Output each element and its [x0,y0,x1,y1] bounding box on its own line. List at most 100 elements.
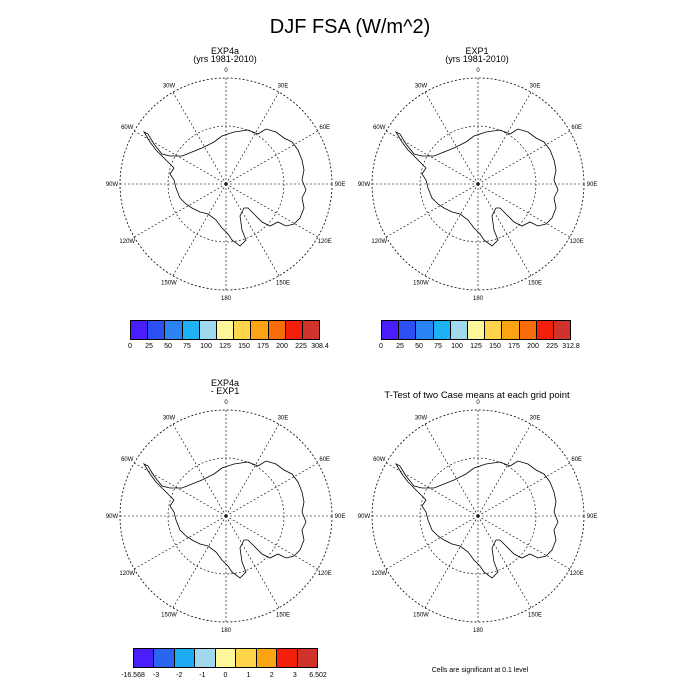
longitude-label: 60W [121,457,134,463]
longitude-label: 90W [106,182,119,188]
colorbar-swatch [174,649,196,667]
colorbar-tick-label: 100 [200,343,212,350]
colorbar-tick-label: 75 [434,343,442,350]
colorbar-swatch [277,649,298,667]
colorbar-exp1 [381,320,571,340]
meridian-line [477,130,570,185]
colorbar-tick-label: 25 [396,343,404,350]
panel-3-title-line-2: - EXP1 [210,386,240,396]
colorbar-tick-label: 50 [415,343,423,350]
longitude-label: 150E [528,281,542,287]
colorbar-swatch [251,321,269,339]
panel-2-title-line-1: EXP1 [465,46,489,56]
longitude-label: 60E [571,457,582,463]
meridian-line [386,515,479,570]
colorbar-swatch [234,321,252,339]
colorbar-swatch [502,321,520,339]
longitude-label: 60E [319,125,330,131]
colorbar-swatch [182,321,200,339]
colorbar-tick-label: 200 [527,343,539,350]
colorbar-swatch [215,649,237,667]
longitude-label: 120E [570,571,584,577]
longitude-label: 120W [371,571,387,577]
panel-3-title: EXP4a - EXP1 [175,378,275,396]
significance-note: Cells are significant at 0.1 level [431,667,529,674]
longitude-label: 120W [119,239,135,245]
longitude-label: 90E [335,182,346,188]
meridian-line [477,515,532,608]
meridian-line [172,92,227,185]
longitude-label: 30E [278,415,289,421]
meridian-line [225,183,318,238]
colorbar-tick-label: 25 [145,343,153,350]
colorbar-swatch [256,649,278,667]
polar-map-difference: 0 30E 60E 90E 120E 150E 180 150W 120W 90W 60W 30W [106,400,346,634]
longitude-label: 90W [358,514,371,520]
colorbar-tick-label: 0 [128,343,132,350]
antarctica-coastline [394,128,559,247]
colorbar-swatch [131,321,149,339]
meridian-line [424,424,479,517]
colorbar-tick-label: -2 [176,672,183,679]
longitude-label: 0 [224,400,228,406]
colorbar-tick-label: 0 [379,343,383,350]
meridian-line [477,515,570,570]
colorbar-swatch [268,321,286,339]
colorbar-tick-label: 50 [164,343,172,350]
longitude-label: 90E [335,514,346,520]
panel-2-title: EXP1 (yrs 1981-2010) [427,46,527,64]
longitude-label: 120E [318,239,332,245]
colorbar-tick-label: 6.502 [309,672,327,679]
meridian-line [424,92,479,185]
antarctica-coastline [394,460,559,579]
panel-3-title-line-1: EXP4a [210,378,240,388]
longitude-label: 0 [224,68,228,74]
colorbar-swatch [467,321,486,339]
longitude-label: 150W [413,613,429,619]
longitude-label: 120W [119,571,135,577]
colorbar-swatch [450,321,468,339]
panel-4-title: T-Test of two Case means at each grid po… [384,390,570,401]
colorbar-tick-label: 150 [238,343,250,350]
colorbar-tick-label: 3 [292,672,297,679]
colorbar-swatch [416,321,434,339]
colorbar-swatch [195,649,216,667]
longitude-label: 180 [473,628,484,634]
meridian-line [477,183,570,238]
longitude-label: 60W [121,125,134,131]
colorbar-swatch [399,321,417,339]
colorbar-tick-label: -16.568 [121,672,145,679]
panel-1-title-line-2: (yrs 1981-2010) [193,54,257,64]
longitude-label: 90E [587,182,598,188]
colorbar-swatch [553,321,571,339]
colorbar-swatch [536,321,554,339]
meridian-line [134,130,227,185]
colorbar-difference [133,648,318,668]
longitude-label: 90W [358,182,371,188]
meridian-line [386,462,479,517]
panel-1-title-line-1: EXP4a [210,46,240,56]
colorbar-tick-label: 125 [219,343,231,350]
longitude-label: 0 [476,400,480,406]
colorbar-swatch [148,321,166,339]
colorbar-tick-label: 308.4 [311,343,329,350]
figure-title: DJF FSA (W/m^2) [269,16,431,38]
longitude-label: 180 [221,628,232,634]
longitude-label: 60E [319,457,330,463]
meridian-line [424,183,479,276]
colorbar-tick-label: 312.8 [562,343,580,350]
colorbar-swatch [134,649,155,667]
longitude-label: 30W [415,83,428,89]
longitude-label: 120W [371,239,387,245]
meridian-line [225,462,318,517]
longitude-label: 150W [161,613,177,619]
colorbar-exp4a [130,320,320,340]
colorbar-swatch [382,321,400,339]
colorbar-swatch [236,649,257,667]
colorbar-swatch [216,321,235,339]
colorbar-tick-label: 225 [546,343,558,350]
colorbar-tick-label: 225 [295,343,307,350]
meridian-line [134,183,227,238]
longitude-label: 60E [571,125,582,131]
antarctica-coastline [142,128,307,247]
